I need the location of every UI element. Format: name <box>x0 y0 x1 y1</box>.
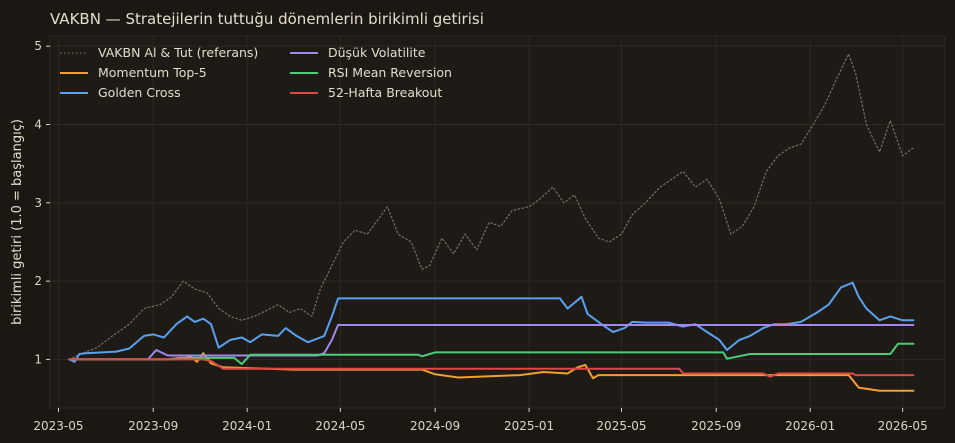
x-tick-label: 2023-05 <box>33 419 83 433</box>
x-tick-label: 2023-09 <box>128 419 178 433</box>
x-tick-label: 2025-05 <box>596 419 646 433</box>
chart-title: VAKBN — Stratejilerin tuttuğu dönemlerin… <box>50 10 484 28</box>
x-tick-label: 2025-09 <box>691 419 741 433</box>
x-tick-label: 2024-05 <box>315 419 365 433</box>
x-tick-label: 2024-01 <box>222 419 272 433</box>
x-tick-label: 2026-01 <box>785 419 835 433</box>
legend-label: Momentum Top-5 <box>98 65 207 80</box>
series-line-2 <box>68 281 915 363</box>
series-group <box>68 53 915 392</box>
legend-label: Düşük Volatilite <box>328 45 426 60</box>
y-tick-label: 1 <box>34 352 42 366</box>
series-line-4 <box>68 342 915 366</box>
x-tick-label: 2026-05 <box>878 419 928 433</box>
y-axis-label: birikimli getiri (1.0 = başlangıç) <box>10 119 25 325</box>
axes: 1 2 3 4 5 2023-05 2023-09 2024-01 2024-05 2024-09… <box>33 39 927 433</box>
legend-label: 52-Hafta Breakout <box>328 85 442 100</box>
series-line-3 <box>68 324 915 361</box>
legend-label: VAKBN Al & Tut (referans) <box>98 45 258 60</box>
legend-label: RSI Mean Reversion <box>328 65 452 80</box>
x-tick-label: 2024-09 <box>410 419 460 433</box>
y-tick-label: 5 <box>34 39 42 53</box>
y-tick-label: 4 <box>34 117 42 131</box>
y-tick-label: 2 <box>34 274 42 288</box>
series-line-5 <box>68 358 915 378</box>
plot-area <box>49 35 946 409</box>
legend: VAKBN Al & Tut (referans) Momentum Top-5 G… <box>60 45 452 100</box>
series-line-0 <box>68 53 914 360</box>
y-tick-label: 3 <box>34 196 42 210</box>
x-tick-label: 2025-01 <box>504 419 554 433</box>
legend-label: Golden Cross <box>98 85 181 100</box>
